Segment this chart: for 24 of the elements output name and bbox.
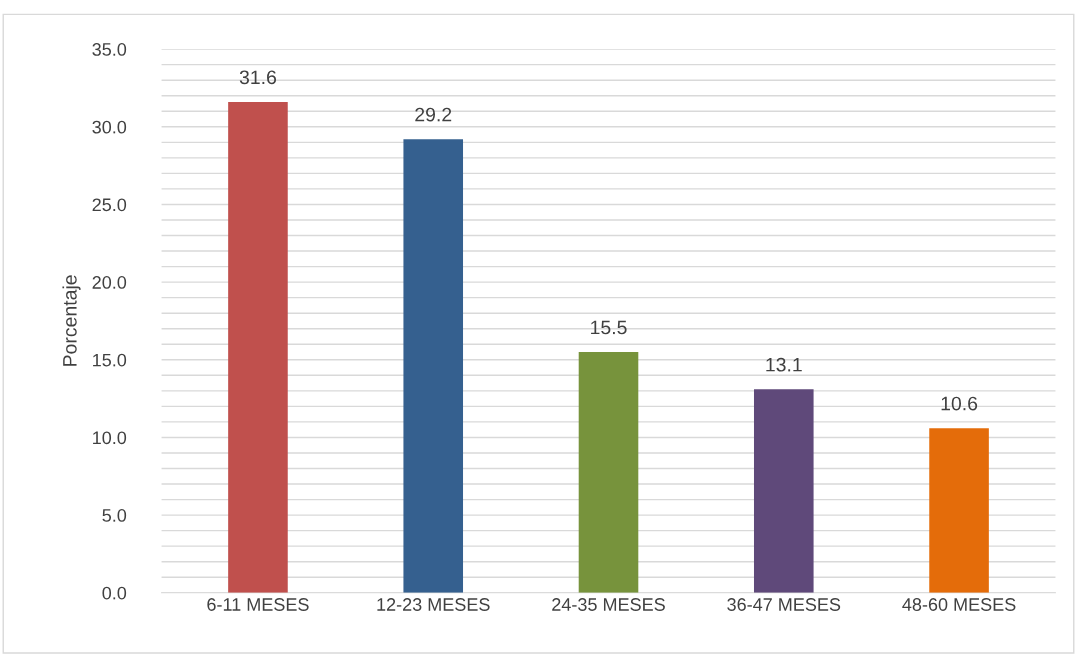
x-tick-label: 36-47 MESES [727,598,841,611]
data-label: 15.5 [591,320,627,335]
y-tick-label: 35.0 [92,43,127,56]
data-label: 13.1 [766,357,802,372]
y-tick-label: 20.0 [92,276,127,289]
data-label: 31.6 [239,70,277,85]
bar [929,428,989,593]
y-axis-title: Porcentaje [62,275,81,366]
data-label: 10.6 [941,396,978,411]
x-tick-label: 48-60 MESES [902,598,1016,611]
bar [753,389,814,593]
bar [228,101,288,593]
y-tick-label: 5.0 [102,509,127,522]
x-tick-label: 24-35 MESES [552,598,665,611]
y-tick-label: 25.0 [92,198,127,212]
x-tick-label: 12-23 MESES [377,598,490,611]
y-tick-label: 10.0 [93,431,127,445]
bar [403,139,464,593]
y-tick-label: 30.0 [92,120,127,134]
y-tick-label: 15.0 [93,353,127,367]
bar [578,352,639,593]
data-label: 29.2 [415,107,452,122]
y-tick-label: 0.0 [102,586,127,600]
x-tick-label: 6-11 MESES [207,598,309,611]
